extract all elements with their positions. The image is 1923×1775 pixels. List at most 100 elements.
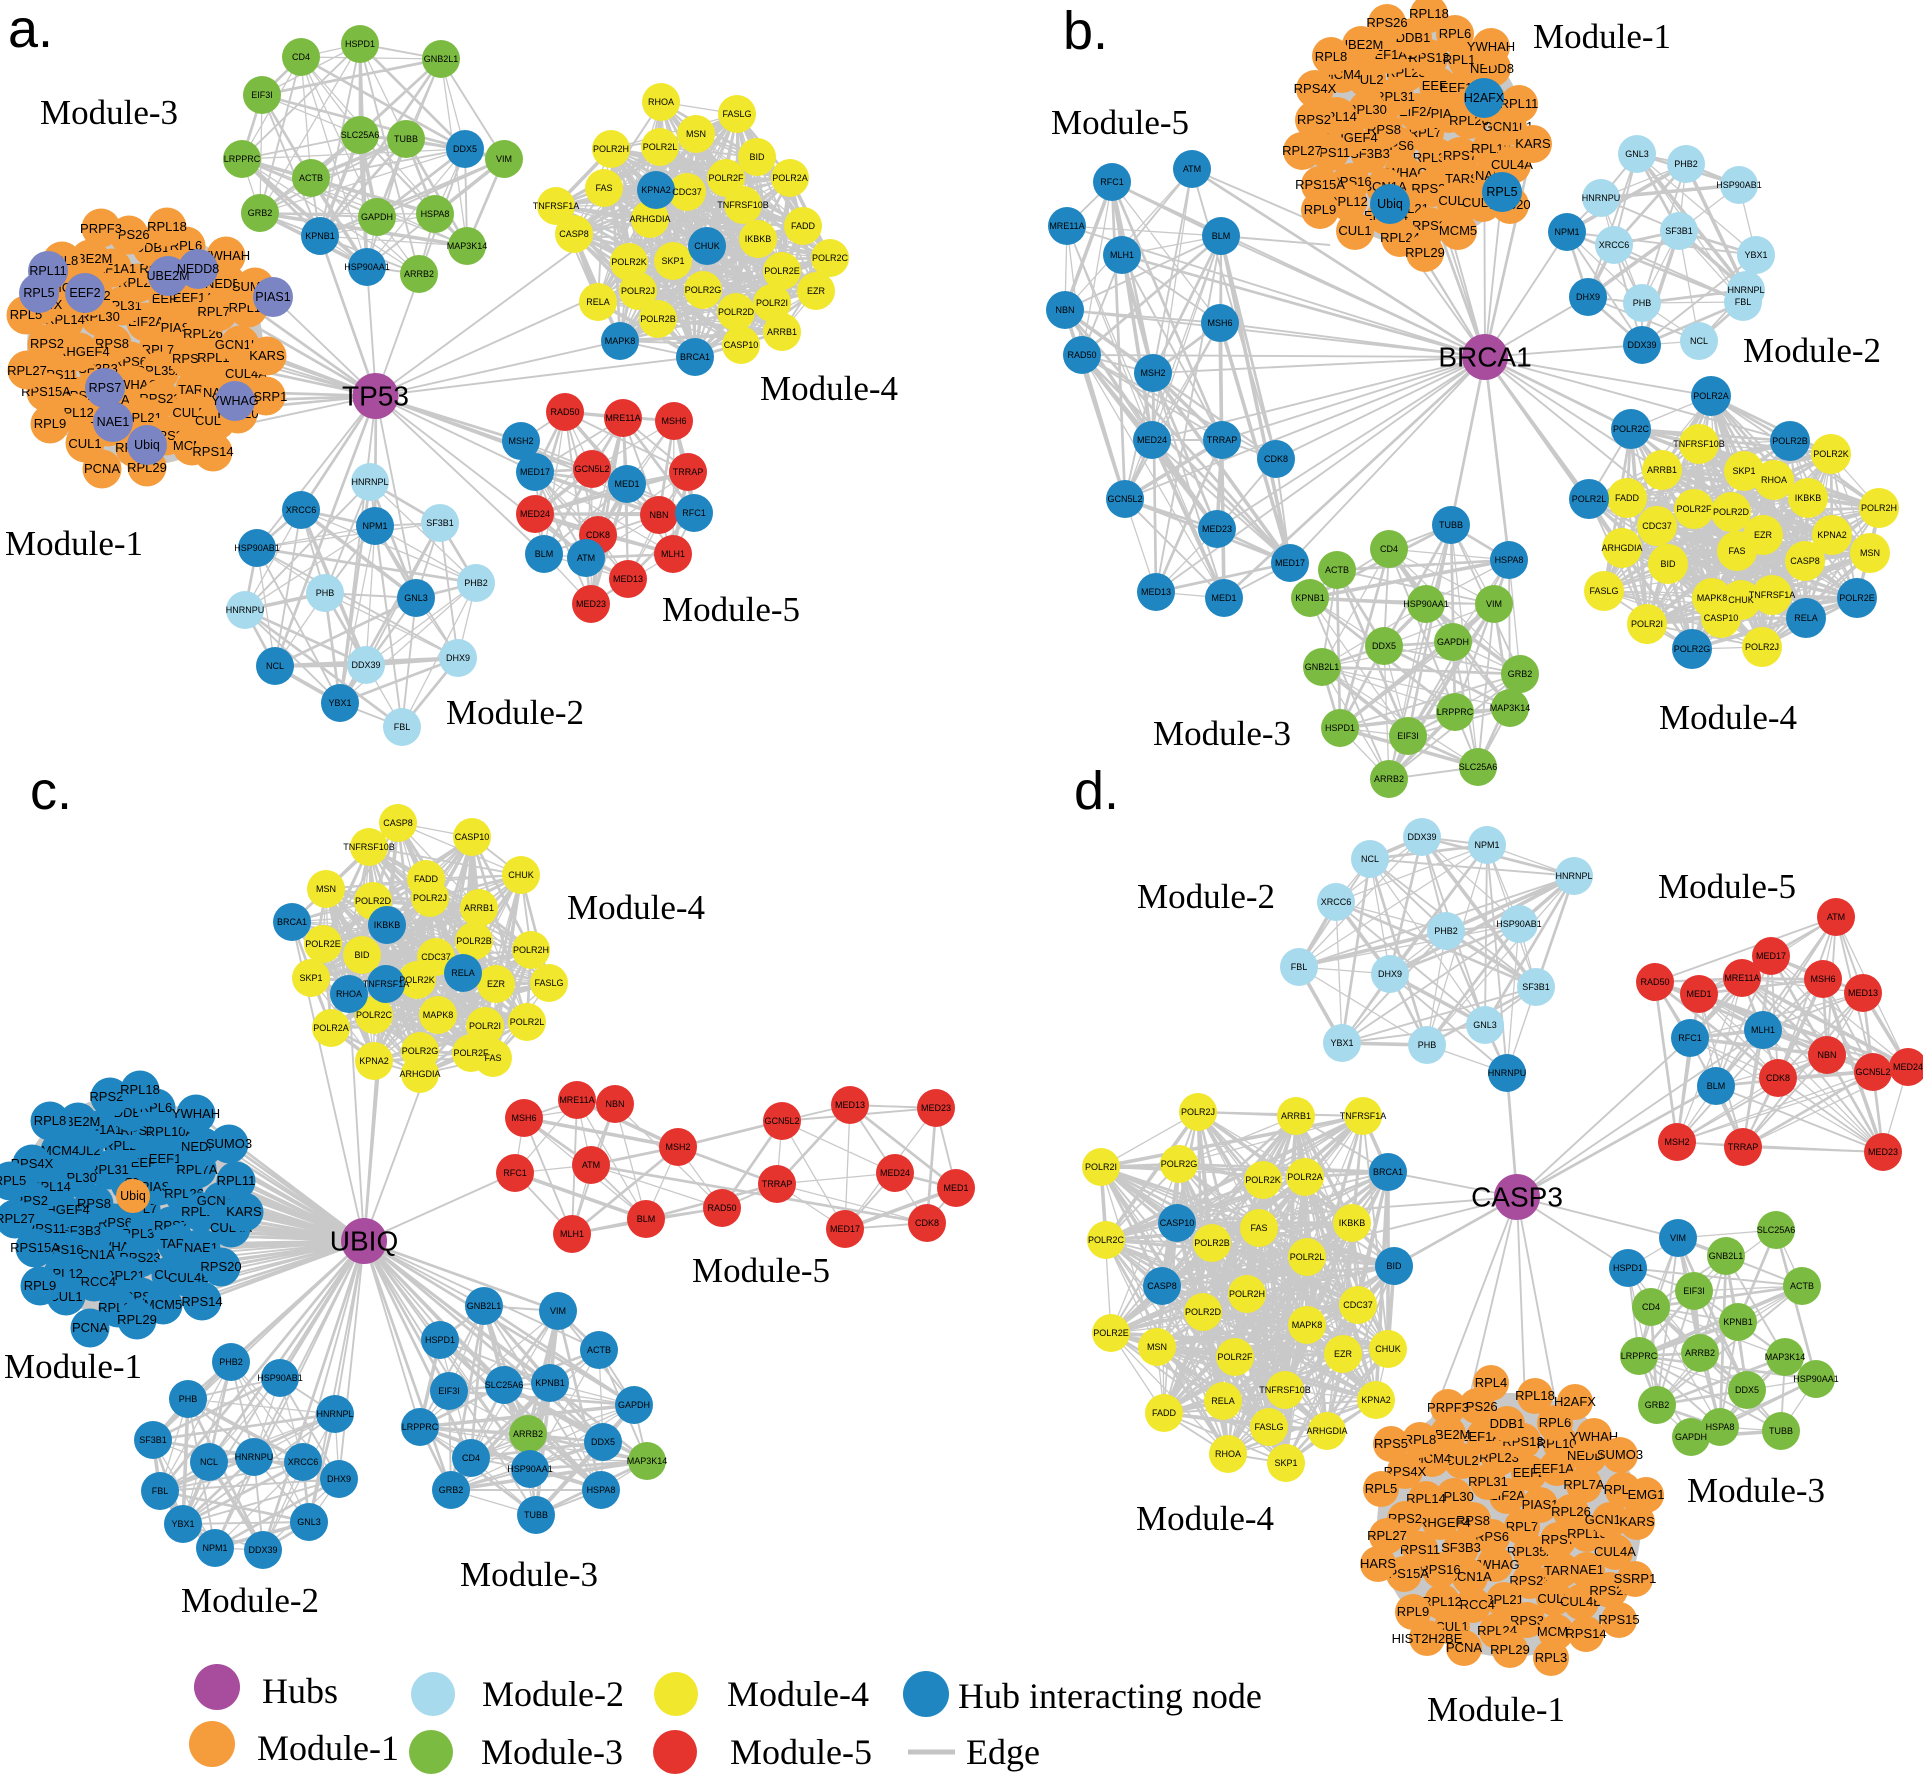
svg-text:MED1: MED1 — [943, 1183, 968, 1193]
svg-text:Module-2: Module-2 — [181, 1581, 319, 1620]
svg-text:HSP90AB1: HSP90AB1 — [1716, 180, 1762, 190]
svg-text:RPL26: RPL26 — [1551, 1504, 1591, 1519]
svg-text:RPL29: RPL29 — [1405, 245, 1445, 260]
svg-text:RPS2: RPS2 — [30, 336, 64, 351]
svg-text:RPL7A: RPL7A — [1563, 1477, 1605, 1492]
svg-text:PRPF3: PRPF3 — [80, 221, 122, 236]
svg-text:BLM: BLM — [1212, 231, 1231, 241]
svg-text:GRB2: GRB2 — [1508, 669, 1533, 679]
svg-text:KPNA2: KPNA2 — [359, 1056, 389, 1066]
svg-text:FADD: FADD — [1615, 493, 1640, 503]
svg-text:HSP90AA1: HSP90AA1 — [1403, 599, 1449, 609]
svg-text:GAPDH: GAPDH — [361, 212, 393, 222]
svg-text:POLR2F: POLR2F — [1217, 1352, 1253, 1362]
svg-text:RHOA: RHOA — [648, 97, 674, 107]
svg-text:NPM1: NPM1 — [1474, 840, 1499, 850]
svg-text:Module-2: Module-2 — [1743, 331, 1881, 370]
svg-text:MSN: MSN — [1860, 548, 1880, 558]
svg-text:POLR2H: POLR2H — [593, 144, 629, 154]
svg-text:DDX39: DDX39 — [351, 660, 380, 670]
svg-text:RELA: RELA — [1211, 1396, 1235, 1406]
svg-text:POLR2F: POLR2F — [453, 1048, 489, 1058]
svg-text:NAE1: NAE1 — [97, 415, 130, 429]
svg-text:POLR2F: POLR2F — [708, 173, 744, 183]
svg-text:CASP10: CASP10 — [1704, 613, 1739, 623]
svg-text:CD4: CD4 — [292, 52, 310, 62]
svg-text:HSPD1: HSPD1 — [425, 1335, 455, 1345]
svg-text:IKBKB: IKBKB — [1339, 1218, 1366, 1228]
svg-text:MCM5: MCM5 — [1537, 1624, 1575, 1639]
svg-text:TNFRSF10B: TNFRSF10B — [1259, 1385, 1311, 1395]
svg-text:POLR2E: POLR2E — [1839, 593, 1875, 603]
svg-text:CD4: CD4 — [1642, 1302, 1660, 1312]
svg-text:GNB2L1: GNB2L1 — [467, 1301, 502, 1311]
svg-text:POLR2C: POLR2C — [1613, 424, 1650, 434]
svg-text:NPM1: NPM1 — [1554, 227, 1579, 237]
svg-text:ATM: ATM — [1827, 912, 1845, 922]
svg-text:RPL18: RPL18 — [120, 1082, 160, 1097]
svg-text:ATM: ATM — [582, 1160, 600, 1170]
svg-text:UBIQ: UBIQ — [330, 1226, 398, 1257]
svg-text:NCL: NCL — [266, 661, 284, 671]
svg-text:SLC25A6: SLC25A6 — [1459, 762, 1498, 772]
svg-text:NAE1: NAE1 — [184, 1240, 218, 1255]
svg-text:RPL5: RPL5 — [23, 286, 54, 300]
svg-text:RPS26: RPS26 — [1456, 1399, 1497, 1414]
svg-text:MRE11A: MRE11A — [1049, 221, 1084, 231]
svg-text:SKP1: SKP1 — [1732, 466, 1755, 476]
svg-text:POLR2L: POLR2L — [1572, 494, 1607, 504]
svg-text:LRPPRC: LRPPRC — [1437, 707, 1474, 717]
svg-text:MED13: MED13 — [613, 574, 643, 584]
svg-text:LRPPRC: LRPPRC — [224, 154, 261, 164]
svg-text:Module-2: Module-2 — [482, 1674, 624, 1714]
svg-text:TRRAP: TRRAP — [1207, 435, 1238, 445]
svg-text:DHX9: DHX9 — [1378, 969, 1402, 979]
svg-text:POLR2I: POLR2I — [756, 298, 788, 308]
svg-text:RPS16: RPS16 — [1419, 1562, 1460, 1577]
svg-text:MED23: MED23 — [1202, 524, 1232, 534]
svg-text:SKP1: SKP1 — [299, 973, 322, 983]
svg-text:POLR2G: POLR2G — [1674, 644, 1711, 654]
svg-text:RFC1: RFC1 — [1100, 177, 1124, 187]
svg-text:EZR: EZR — [487, 979, 506, 989]
svg-text:POLR2K: POLR2K — [1245, 1175, 1281, 1185]
svg-text:MAP3K14: MAP3K14 — [1765, 1352, 1806, 1362]
svg-text:CHUK: CHUK — [508, 870, 534, 880]
svg-text:RPL7: RPL7 — [1506, 1519, 1539, 1534]
svg-text:RAD50: RAD50 — [1640, 977, 1669, 987]
svg-text:SLC25A6: SLC25A6 — [485, 1380, 524, 1390]
svg-text:Module-1: Module-1 — [1533, 17, 1671, 56]
svg-text:XRCC6: XRCC6 — [1321, 897, 1352, 907]
svg-text:CDK8: CDK8 — [1264, 454, 1288, 464]
svg-text:POLR2H: POLR2H — [513, 945, 549, 955]
svg-text:FASLG: FASLG — [1254, 1422, 1283, 1432]
svg-text:RPL27: RPL27 — [1282, 143, 1322, 158]
svg-text:RPL9: RPL9 — [34, 416, 67, 431]
svg-text:Module-5: Module-5 — [692, 1251, 830, 1290]
svg-text:BLM: BLM — [1707, 1081, 1726, 1091]
svg-text:HSPD1: HSPD1 — [1325, 723, 1355, 733]
svg-text:MSH6: MSH6 — [511, 1113, 536, 1123]
svg-text:ARHGEF4: ARHGEF4 — [1409, 1515, 1470, 1530]
svg-text:MAPK8: MAPK8 — [423, 1010, 454, 1020]
svg-text:POLR2K: POLR2K — [399, 975, 435, 985]
svg-text:MSH6: MSH6 — [1810, 974, 1835, 984]
svg-text:POLR2I: POLR2I — [1085, 1162, 1117, 1172]
svg-text:FADD: FADD — [791, 221, 816, 231]
svg-text:ERCC4: ERCC4 — [1451, 1597, 1495, 1612]
svg-text:POLR2B: POLR2B — [1772, 436, 1808, 446]
svg-text:POLR2H: POLR2H — [1229, 1289, 1265, 1299]
svg-text:RPS14: RPS14 — [1565, 1626, 1606, 1641]
svg-text:HNRNPU: HNRNPU — [226, 605, 265, 615]
svg-text:XRCC6: XRCC6 — [286, 505, 317, 515]
svg-text:POLR2A: POLR2A — [772, 173, 808, 183]
svg-text:GCN5L2: GCN5L2 — [1107, 494, 1142, 504]
svg-text:RPS15A: RPS15A — [1295, 177, 1345, 192]
svg-text:MSH2: MSH2 — [665, 1142, 690, 1152]
svg-text:PIAS1: PIAS1 — [1522, 1497, 1559, 1512]
svg-text:MED23: MED23 — [576, 599, 606, 609]
svg-text:RPS15: RPS15 — [1598, 1612, 1639, 1627]
svg-text:HNRNPL: HNRNPL — [351, 477, 388, 487]
svg-text:LRPPRC: LRPPRC — [1621, 1351, 1658, 1361]
svg-text:RPL14: RPL14 — [1406, 1491, 1446, 1506]
